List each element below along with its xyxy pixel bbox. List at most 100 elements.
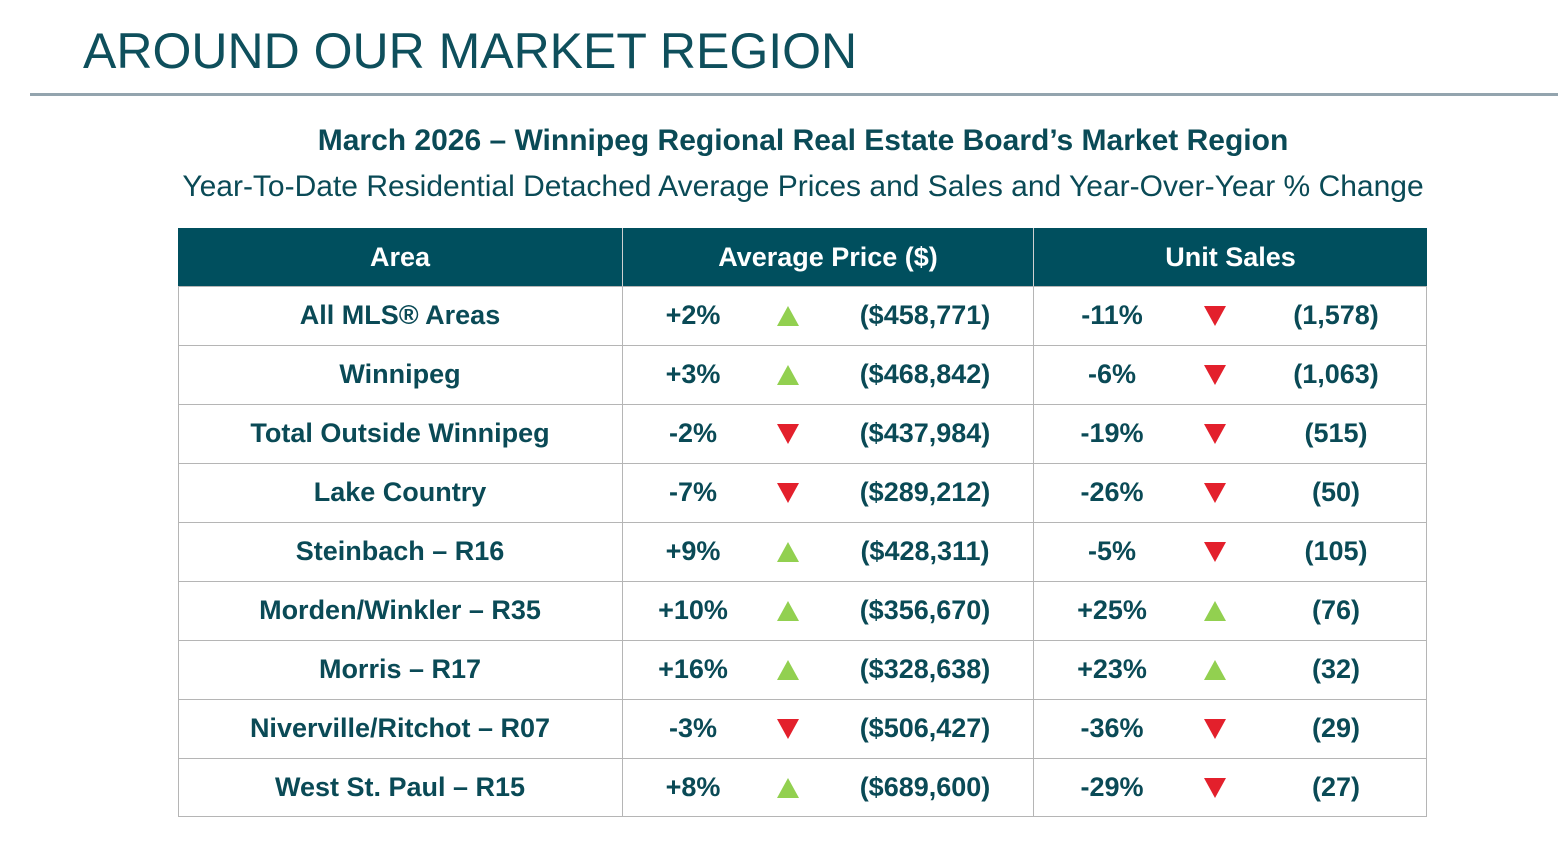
arrow-up: [777, 659, 799, 680]
table-subheading: Year-To-Date Residential Detached Averag…: [182, 170, 1424, 203]
average-price: ($356,670): [859, 595, 991, 625]
unit-sales: (29): [1311, 713, 1360, 743]
price-change: +8%: [665, 772, 721, 802]
sales-change: -19%: [1080, 418, 1144, 448]
price-change: +2%: [665, 300, 721, 330]
column-divider: [1033, 286, 1034, 817]
price-change: -3%: [668, 713, 717, 743]
column-divider: [622, 286, 623, 817]
average-price: ($328,638): [859, 654, 991, 684]
divider: [30, 93, 1558, 96]
sales-change: -29%: [1080, 772, 1144, 802]
trend-arrow: [1202, 658, 1228, 682]
average-price: ($506,427): [859, 713, 991, 743]
trend-arrow: [1202, 304, 1228, 328]
trend-arrow: [1202, 776, 1228, 800]
unit-sales: (76): [1311, 595, 1360, 625]
row-divider: [178, 640, 1427, 641]
area-name: West St. Paul – R15: [274, 772, 526, 802]
trend-arrow: [775, 599, 801, 623]
average-price: ($458,771): [859, 300, 991, 330]
area-name: Niverville/Ritchot – R07: [249, 713, 551, 743]
arrow-down: [777, 718, 799, 739]
average-price: ($689,600): [859, 772, 991, 802]
area-name: Winnipeg: [339, 359, 461, 389]
unit-sales: (105): [1304, 536, 1368, 566]
unit-sales: (515): [1304, 418, 1368, 448]
row-divider: [178, 758, 1427, 759]
sales-change: -36%: [1080, 713, 1144, 743]
arrow-down: [1204, 718, 1226, 739]
trend-arrow: [775, 304, 801, 328]
row-divider: [178, 581, 1427, 582]
table-heading: March 2026 – Winnipeg Regional Real Esta…: [317, 124, 1289, 157]
sales-change: +23%: [1077, 654, 1147, 684]
area-name: Lake Country: [313, 477, 487, 507]
row-divider: [178, 699, 1427, 700]
area-name: Morden/Winkler – R35: [259, 595, 541, 625]
arrow-down: [1204, 482, 1226, 503]
price-change: +3%: [665, 359, 721, 389]
trend-arrow: [1202, 540, 1228, 564]
arrow-up: [777, 305, 799, 326]
average-price: ($428,311): [860, 536, 990, 566]
price-change: +9%: [665, 536, 721, 566]
arrow-up: [777, 541, 799, 562]
arrow-down: [1204, 305, 1226, 326]
arrow-down: [1204, 777, 1226, 798]
trend-arrow: [1202, 363, 1228, 387]
row-divider: [178, 522, 1427, 523]
row-divider: [178, 463, 1427, 464]
trend-arrow: [1202, 481, 1228, 505]
unit-sales: (27): [1311, 772, 1360, 802]
sales-change: -5%: [1087, 536, 1136, 566]
unit-sales: (50): [1311, 477, 1360, 507]
area-name: Total Outside Winnipeg: [250, 418, 550, 448]
trend-arrow: [1202, 422, 1228, 446]
row-divider: [178, 345, 1427, 346]
unit-sales: (1,063): [1293, 359, 1379, 389]
unit-sales: (32): [1311, 654, 1360, 684]
average-price: ($437,984): [859, 418, 991, 448]
arrow-up: [777, 600, 799, 621]
price-change: -2%: [668, 418, 717, 448]
arrow-down: [777, 423, 799, 444]
arrow-up: [1204, 659, 1226, 680]
table: Area Average Price ($) Unit Sales All MLS® …: [178, 228, 1427, 818]
area-name: Morris – R17: [318, 654, 482, 684]
trend-arrow: [775, 540, 801, 564]
table-border: [178, 286, 1427, 817]
area-name: Steinbach – R16: [295, 536, 505, 566]
arrow-up: [777, 364, 799, 385]
trend-arrow: [775, 658, 801, 682]
arrow-down: [1204, 423, 1226, 444]
unit-sales: (1,578): [1293, 300, 1379, 330]
arrow-down: [1204, 541, 1226, 562]
price-change: +10%: [658, 595, 728, 625]
column-header: Unit Sales: [1033, 228, 1427, 286]
arrow-up: [1204, 600, 1226, 621]
row-divider: [178, 404, 1427, 405]
trend-arrow: [1202, 599, 1228, 623]
sales-change: -6%: [1087, 359, 1136, 389]
arrow-up: [777, 777, 799, 798]
price-change: +16%: [658, 654, 728, 684]
price-change: -7%: [668, 477, 717, 507]
average-price: ($289,212): [859, 477, 991, 507]
average-price: ($468,842): [859, 359, 991, 389]
column-header: Average Price ($): [622, 228, 1033, 286]
trend-arrow: [775, 363, 801, 387]
header-row: [178, 228, 1427, 286]
trend-arrow: [775, 717, 801, 741]
trend-arrow: [775, 422, 801, 446]
column-header: Area: [369, 241, 431, 272]
sales-change: +25%: [1077, 595, 1147, 625]
arrow-down: [1204, 364, 1226, 385]
page-title: AROUND OUR MARKET REGION: [83, 23, 858, 79]
sales-change: -26%: [1080, 477, 1144, 507]
trend-arrow: [775, 776, 801, 800]
sales-change: -11%: [1081, 300, 1143, 330]
area-name: All MLS® Areas: [299, 300, 501, 330]
trend-arrow: [775, 481, 801, 505]
